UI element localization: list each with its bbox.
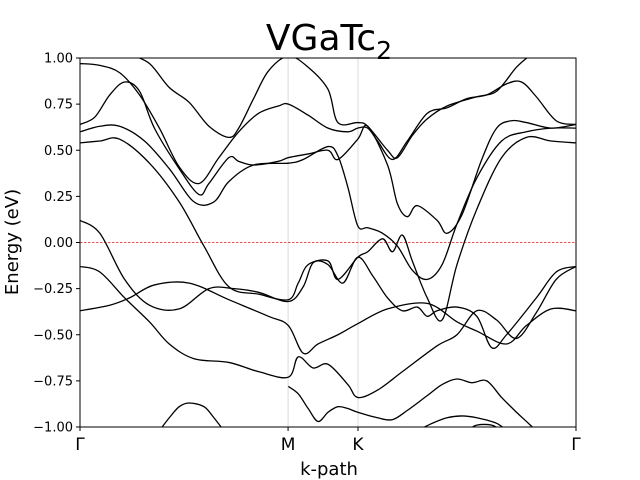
y-axis-ticks: −1.00 −0.75 −0.50 −0.25 0.00 0.25 0.50 0.75 1.00 <box>33 52 80 436</box>
x-axis-label: k-path <box>300 459 358 480</box>
band-lines <box>80 58 576 427</box>
y-tick-label: 0.75 <box>44 98 73 113</box>
y-tick-label: −1.00 <box>33 421 73 436</box>
y-tick-label: 0.00 <box>44 236 73 251</box>
x-tick-label: M <box>281 435 296 455</box>
band-line-10 <box>287 378 534 427</box>
y-tick-label: −0.50 <box>33 328 73 343</box>
y-tick-label: 0.25 <box>44 190 73 205</box>
y-axis-label: Energy (eV) <box>2 189 23 295</box>
y-tick-label: 0.50 <box>44 144 73 159</box>
band-line-6 <box>80 81 576 234</box>
band-line-5 <box>80 124 576 281</box>
x-tick-label: Γ <box>571 435 581 455</box>
y-tick-label: 1.00 <box>44 52 73 67</box>
band-line-2 <box>80 265 576 399</box>
band-line-4 <box>80 135 576 322</box>
band-line-11 <box>423 415 504 427</box>
x-tick-label: K <box>352 435 364 455</box>
band-line-12 <box>471 423 498 427</box>
x-tick-label: Γ <box>75 435 85 455</box>
band-line-7 <box>80 62 576 185</box>
y-tick-label: −0.75 <box>33 374 73 389</box>
chart-title-subscript: 2 <box>376 36 392 65</box>
band-line-8 <box>137 58 528 159</box>
kpoint-lines <box>287 58 359 427</box>
chart-title-main: VGaTc <box>266 18 376 59</box>
band-line-1 <box>80 281 576 355</box>
band-line-9 <box>161 402 222 427</box>
y-tick-label: −0.25 <box>33 282 73 297</box>
